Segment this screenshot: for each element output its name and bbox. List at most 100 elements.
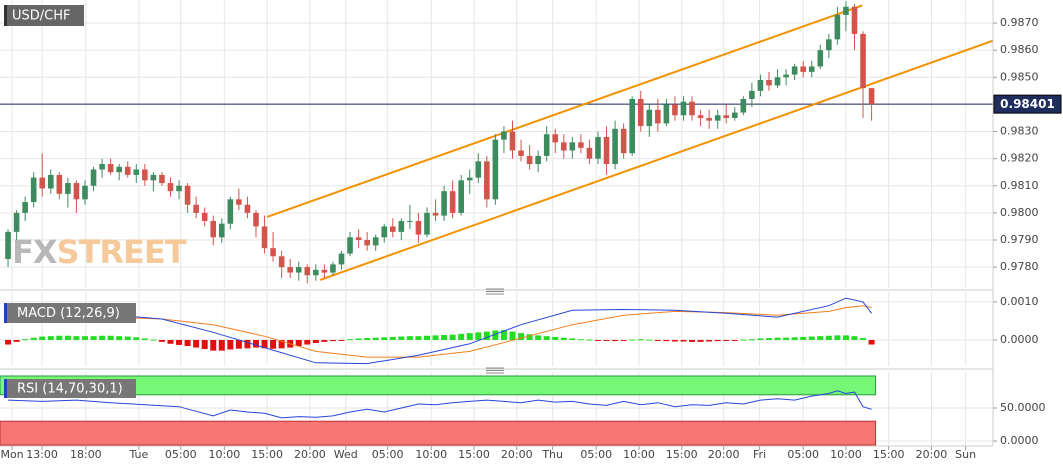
- histogram-bar: [47, 336, 54, 340]
- oversold-zone: [0, 420, 877, 446]
- candle-body: [441, 191, 447, 216]
- candle-body: [569, 142, 576, 151]
- y-tick-label: 0.9820: [1000, 152, 1039, 165]
- candle-body: [834, 14, 841, 40]
- title-badge: USD/CHF: [4, 5, 84, 26]
- x-tick-label: 18:00: [70, 448, 102, 461]
- candle-body: [389, 226, 396, 232]
- candle-body: [714, 115, 721, 121]
- x-tick-label: 05:00: [580, 448, 612, 461]
- histogram-bar: [646, 339, 653, 341]
- candle-body: [236, 199, 242, 205]
- candle-body: [355, 237, 362, 240]
- histogram-bar: [654, 339, 661, 341]
- candle-body: [586, 147, 593, 159]
- histogram-bar: [30, 337, 37, 340]
- candle-body: [432, 212, 439, 216]
- histogram-bar: [629, 339, 636, 341]
- histogram-bar: [5, 339, 12, 345]
- histogram-bar: [637, 339, 644, 341]
- candle-body: [449, 191, 456, 213]
- histogram-bar: [740, 339, 747, 341]
- candle-body: [501, 131, 507, 140]
- histogram-bar: [552, 336, 559, 340]
- x-tick-label: 10:00: [623, 448, 655, 461]
- histogram-bar: [483, 331, 490, 340]
- candle-body: [295, 267, 302, 273]
- candle-body: [30, 177, 37, 203]
- candle-body: [808, 66, 815, 72]
- y-tick-label: 0.9800: [1000, 206, 1039, 219]
- y-tick-label: 0.9830: [1000, 125, 1039, 138]
- histogram-bar: [235, 339, 242, 349]
- candle-body: [193, 204, 199, 213]
- candle-body: [47, 174, 54, 189]
- candle-body: [757, 80, 764, 91]
- x-tick-label: 15:00: [873, 448, 905, 461]
- histogram-bar: [800, 336, 807, 340]
- y-tick-label: 50.0000: [1000, 401, 1046, 414]
- histogram-bar: [244, 339, 251, 349]
- candle-body: [655, 109, 661, 124]
- histogram-bar: [64, 335, 71, 340]
- y-tick-label: 0.0000: [1000, 333, 1039, 346]
- candle-body: [791, 66, 798, 75]
- histogram-bar: [304, 339, 311, 345]
- chart-title: USD/CHF: [12, 9, 71, 24]
- candle-body: [731, 112, 738, 118]
- channel-line: [319, 39, 994, 281]
- histogram-bar: [210, 339, 217, 351]
- candle-body: [723, 115, 730, 118]
- candle-body: [5, 231, 11, 259]
- candle-body: [398, 221, 405, 232]
- candle-body: [210, 221, 217, 238]
- title-badge: MACD (12,26,9): [4, 303, 136, 323]
- candle-body: [868, 88, 875, 105]
- histogram-bar: [509, 331, 516, 340]
- x-tick-label: 20:00: [501, 448, 533, 461]
- candle-body: [826, 39, 832, 51]
- candle-body: [124, 166, 131, 175]
- histogram-bar: [535, 335, 542, 340]
- histogram-bar: [543, 336, 550, 340]
- histogram-bar: [364, 338, 371, 340]
- last-price-label: 0.98401: [1000, 97, 1055, 111]
- candle-body: [424, 212, 430, 235]
- histogram-bar: [81, 336, 88, 340]
- x-tick-label: 20:00: [708, 448, 740, 461]
- candle-body: [535, 155, 541, 165]
- histogram-bar: [458, 333, 465, 340]
- rsi-line: [7, 390, 872, 419]
- histogram-bar: [518, 333, 525, 340]
- histogram-bar: [176, 339, 183, 345]
- candle-body: [176, 185, 182, 192]
- candle-body: [330, 264, 336, 273]
- watermark-part: FX: [12, 233, 58, 271]
- watermark: FXSTREET: [12, 233, 187, 271]
- candle-body: [372, 237, 379, 246]
- candle-body: [415, 221, 422, 235]
- candle-body: [749, 90, 755, 99]
- panel-grip[interactable]: [486, 288, 504, 295]
- candle-body: [672, 104, 678, 116]
- candle-body: [612, 128, 618, 165]
- histogram-bar: [689, 339, 696, 342]
- candle-body: [740, 98, 747, 113]
- candle-body: [90, 169, 97, 186]
- panel-grip[interactable]: [486, 367, 504, 374]
- histogram-bar: [227, 339, 234, 350]
- histogram-bar: [757, 338, 764, 340]
- candle-body: [851, 6, 858, 34]
- x-tick-label: Thu: [541, 448, 563, 461]
- histogram-bar: [706, 339, 713, 342]
- x-tick-label: 20:00: [916, 448, 948, 461]
- candle-body: [244, 204, 251, 213]
- macd-title: MACD (12,26,9): [17, 306, 120, 321]
- candle-body: [287, 267, 293, 273]
- histogram-bar: [107, 335, 114, 340]
- histogram-bar: [560, 337, 567, 340]
- candle-body: [697, 115, 704, 118]
- histogram-bar: [526, 334, 533, 340]
- x-tick-label: Wed: [334, 448, 358, 461]
